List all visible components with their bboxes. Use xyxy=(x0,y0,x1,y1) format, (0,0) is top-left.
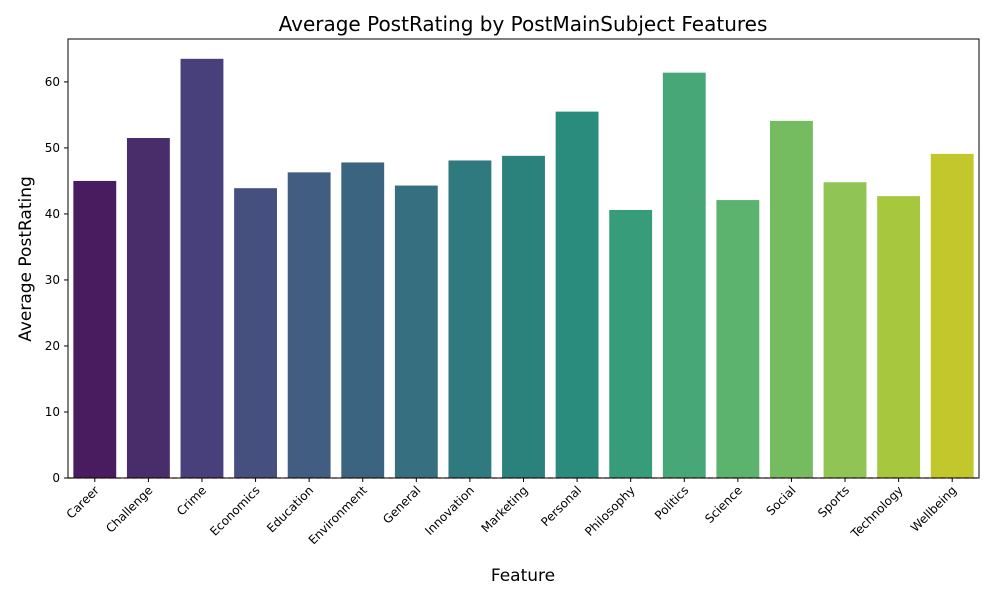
bar-general xyxy=(394,185,438,478)
x-tick-label: Science xyxy=(702,483,745,526)
bars-layer xyxy=(73,58,974,479)
x-tick-label: Career xyxy=(64,483,102,521)
x-tick-label: Wellbeing xyxy=(908,483,959,534)
x-tick-label: Marketing xyxy=(478,483,530,535)
x-tick-label: Politics xyxy=(652,483,691,522)
bar-economics xyxy=(234,188,277,479)
x-tick-label: Social xyxy=(764,483,799,518)
x-tick-label: Technology xyxy=(848,483,906,541)
chart-title: Average PostRating by PostMainSubject Fe… xyxy=(279,12,768,36)
bar-crime xyxy=(180,58,224,479)
y-tick-label: 60 xyxy=(45,75,60,89)
bar-personal xyxy=(555,111,599,478)
bar-innovation xyxy=(448,160,492,479)
x-tick-label: Innovation xyxy=(422,483,477,538)
y-tick-label: 50 xyxy=(45,141,60,155)
y-tick-label: 10 xyxy=(45,405,60,419)
x-tick-label: Economics xyxy=(207,483,262,538)
x-tick-label: Philosophy xyxy=(582,483,638,539)
bar-social xyxy=(770,120,813,479)
y-tick-label: 30 xyxy=(45,273,60,287)
bar-wellbeing xyxy=(930,153,974,479)
x-tick-label: Personal xyxy=(538,483,584,529)
bar-education xyxy=(287,172,331,478)
x-tick-label: Sports xyxy=(815,483,852,520)
bar-politics xyxy=(662,72,706,479)
bar-challenge xyxy=(126,138,170,478)
y-axis-title: Average PostRating xyxy=(16,176,36,342)
y-tick-label: 40 xyxy=(45,207,60,221)
y-tick-label: 20 xyxy=(45,339,60,353)
bar-philosophy xyxy=(609,209,653,478)
y-axis: 0 10 20 30 40 50 60 xyxy=(45,75,68,485)
x-tick-label: General xyxy=(380,483,423,526)
x-tick-label: Education xyxy=(264,483,316,535)
y-tick-label: 0 xyxy=(52,471,60,485)
bar-technology xyxy=(877,196,921,478)
bar-science xyxy=(716,200,760,478)
bar-career xyxy=(73,180,117,479)
x-axis-title: Feature xyxy=(491,566,555,586)
bar-marketing xyxy=(502,155,545,478)
bar-environment xyxy=(341,162,385,478)
x-tick-label: Crime xyxy=(174,483,209,518)
bar-sports xyxy=(823,182,867,478)
x-tick-label: Challenge xyxy=(103,483,155,535)
